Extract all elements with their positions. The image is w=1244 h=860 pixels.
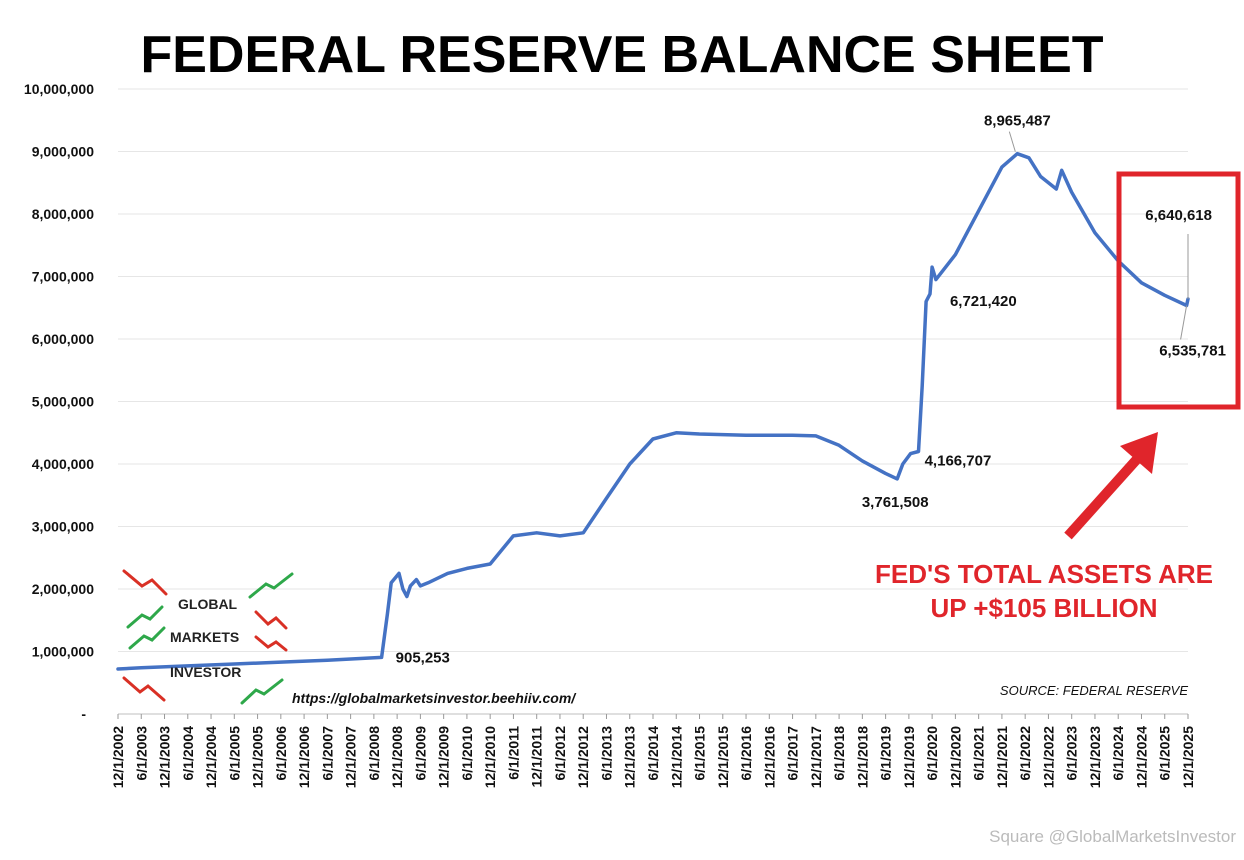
x-tick-label: 12/1/2008 — [389, 726, 405, 788]
x-tick-label: 12/1/2017 — [808, 726, 824, 788]
x-tick-label: 6/1/2012 — [552, 726, 568, 781]
x-tick-label: 6/1/2014 — [645, 726, 661, 781]
y-tick-label: 4,000,000 — [32, 456, 94, 472]
x-tick-label: 12/1/2021 — [994, 726, 1010, 788]
y-tick-label: 6,000,000 — [32, 331, 94, 347]
source-label: SOURCE: FEDERAL RESERVE — [1000, 683, 1188, 698]
annotation-label: 905,253 — [396, 649, 450, 666]
logo-line3: INVESTOR — [170, 664, 241, 680]
x-tick-label: 12/1/2004 — [203, 726, 219, 788]
x-tick-label: 6/1/2020 — [924, 726, 940, 781]
x-tick-label: 12/1/2002 — [110, 726, 126, 788]
y-tick-label: 3,000,000 — [32, 519, 94, 535]
x-tick-label: 6/1/2019 — [878, 726, 894, 781]
x-tick-label: 6/1/2008 — [366, 726, 382, 781]
x-tick-label: 12/1/2015 — [715, 726, 731, 788]
x-tick-label: 12/1/2007 — [343, 726, 359, 788]
callout-line2: UP +$105 BILLION — [930, 593, 1157, 623]
x-tick-label: 12/1/2013 — [622, 726, 638, 788]
y-axis-ticks: - 1,000,000 2,000,000 3,000,000 4,000,000 5,0… — [24, 81, 94, 722]
x-tick-label: 12/1/2019 — [901, 726, 917, 788]
chart-title: FEDERAL RESERVE BALANCE SHEET — [140, 26, 1103, 84]
logo-arrows — [122, 569, 294, 705]
x-tick-label: 6/1/2005 — [226, 726, 242, 781]
x-tick-label: 12/1/2012 — [575, 726, 591, 788]
y-tick-label: 7,000,000 — [32, 269, 94, 285]
x-tick-label: 6/1/2011 — [505, 726, 521, 780]
x-tick-label: 6/1/2022 — [1017, 726, 1033, 781]
annotation-label: 6,721,420 — [950, 293, 1017, 310]
x-tick-label: 6/1/2024 — [1110, 726, 1126, 781]
x-tick-label: 6/1/2004 — [180, 726, 196, 781]
y-tick-label: 9,000,000 — [32, 144, 94, 160]
y-tick-label: 10,000,000 — [24, 81, 94, 97]
x-tick-label: 12/1/2009 — [436, 726, 452, 788]
source-url: https://globalmarketsinvestor.beehiiv.co… — [292, 690, 577, 706]
x-tick-label: 6/1/2015 — [692, 726, 708, 781]
x-tick-label: 6/1/2021 — [971, 726, 987, 781]
logo-line2: MARKETS — [170, 629, 239, 645]
x-tick-label: 12/1/2011 — [529, 726, 545, 788]
x-tick-label: 12/1/2020 — [947, 726, 963, 788]
x-tick-label: 12/1/2010 — [482, 726, 498, 788]
x-tick-label: 12/1/2016 — [761, 726, 777, 788]
annotation-label: 4,166,707 — [925, 453, 992, 470]
annotation-label: 6,535,781 — [1159, 343, 1226, 360]
x-tick-label: 12/1/2025 — [1180, 726, 1196, 788]
callout-line1: FED'S TOTAL ASSETS ARE — [875, 559, 1213, 589]
x-tick-label: 6/1/2023 — [1064, 726, 1080, 781]
series-layer — [116, 151, 1190, 671]
y-tick-label: - — [81, 706, 86, 722]
callout-arrow — [1064, 432, 1158, 540]
x-tick-label: 12/1/2006 — [296, 726, 312, 788]
x-tick-label: 6/1/2016 — [738, 726, 754, 781]
watermark: Square @GlobalMarketsInvestor — [989, 827, 1236, 846]
x-tick-label: 6/1/2007 — [319, 726, 335, 781]
x-tick-label: 6/1/2013 — [598, 726, 614, 781]
annotation-leader — [1008, 131, 1016, 152]
x-tick-label: 12/1/2022 — [1040, 726, 1056, 788]
highlight-box — [1116, 171, 1241, 410]
x-tick-label: 6/1/2018 — [831, 726, 847, 781]
x-tick-label: 12/1/2018 — [854, 726, 870, 788]
y-tick-label: 5,000,000 — [32, 394, 94, 410]
x-tick-label: 6/1/2006 — [273, 726, 289, 781]
x-tick-label: 6/1/2010 — [459, 726, 475, 781]
x-tick-label: 12/1/2014 — [668, 726, 684, 788]
x-tick-label: 12/1/2003 — [157, 726, 173, 788]
annotations-layer: 905,253 3,761,508 4,166,707 6,721,420 8,965,… — [396, 113, 1226, 667]
annotation-label: 6,640,618 — [1145, 207, 1212, 224]
x-tick-label: 12/1/2005 — [250, 726, 266, 788]
annotation-label: 8,965,487 — [984, 113, 1051, 130]
y-tick-label: 1,000,000 — [32, 644, 94, 660]
logo-line1: GLOBAL — [178, 596, 238, 612]
x-tick-label: 6/1/2017 — [785, 726, 801, 781]
y-tick-label: 8,000,000 — [32, 206, 94, 222]
balance-sheet-line — [116, 151, 1190, 671]
x-axis-ticks: 12/1/2002 6/1/2003 12/1/2003 6/1/2004 12/1/2… — [110, 714, 1196, 788]
x-tick-label: 6/1/2025 — [1157, 726, 1173, 781]
x-tick-label: 6/1/2003 — [133, 726, 149, 781]
annotation-label: 3,761,508 — [862, 494, 929, 511]
gridlines — [118, 88, 1188, 715]
logo: GLOBAL MARKETS INVESTOR — [122, 569, 294, 705]
x-tick-label: 6/1/2009 — [412, 726, 428, 781]
x-tick-label: 12/1/2023 — [1087, 726, 1103, 788]
annotation-leader — [1180, 305, 1188, 340]
x-tick-label: 12/1/2024 — [1133, 726, 1149, 788]
y-tick-label: 2,000,000 — [32, 581, 94, 597]
